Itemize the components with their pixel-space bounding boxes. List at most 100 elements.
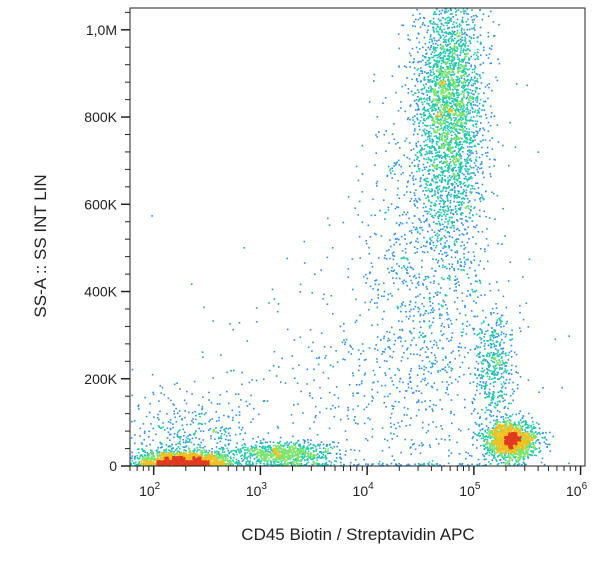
- event-dot: [453, 93, 455, 96]
- event-dot: [472, 97, 474, 99]
- event-dot: [500, 383, 503, 385]
- event-dot: [519, 311, 521, 314]
- event-dot: [161, 386, 164, 389]
- event-dot: [408, 304, 411, 306]
- event-dot: [434, 104, 436, 107]
- event-dot: [465, 33, 467, 36]
- event-dot: [431, 179, 433, 182]
- event-dot: [445, 58, 448, 60]
- event-dot: [496, 456, 499, 458]
- event-dot: [430, 362, 433, 365]
- event-dot: [422, 103, 424, 106]
- event-dot: [419, 293, 421, 296]
- event-dot: [435, 341, 438, 344]
- event-dot: [436, 360, 438, 363]
- event-dot: [196, 449, 199, 451]
- event-dot: [502, 144, 504, 147]
- event-dot: [177, 442, 179, 445]
- event-dot: [328, 427, 331, 430]
- event-dot: [436, 235, 439, 238]
- event-dot: [152, 393, 155, 396]
- event-dot: [474, 52, 476, 54]
- event-dot: [424, 351, 427, 353]
- event-dot: [299, 444, 302, 447]
- event-dot: [461, 108, 464, 111]
- event-dot: [501, 391, 503, 393]
- event-dot: [429, 405, 431, 408]
- event-dot: [432, 311, 434, 313]
- event-dot: [193, 380, 196, 383]
- event-dot: [433, 104, 435, 106]
- event-dot: [442, 61, 445, 64]
- event-dot: [218, 419, 220, 422]
- event-dot: [405, 257, 407, 260]
- event-dot: [441, 368, 443, 371]
- event-dot: [478, 464, 480, 467]
- event-dot: [468, 177, 470, 179]
- event-dot: [418, 367, 421, 370]
- event-dot: [460, 47, 462, 49]
- event-dot: [300, 390, 302, 393]
- event-dot: [497, 371, 500, 374]
- event-dot: [542, 437, 544, 439]
- event-dot: [439, 109, 441, 112]
- event-dot: [407, 88, 410, 90]
- event-dot: [444, 156, 446, 159]
- event-dot: [450, 9, 452, 12]
- event-dot: [203, 413, 206, 416]
- event-dot: [425, 158, 428, 161]
- event-dot: [442, 50, 445, 52]
- event-dot: [506, 369, 509, 372]
- event-dot: [502, 332, 505, 335]
- event-dot: [440, 127, 443, 130]
- event-dot: [321, 463, 324, 465]
- event-dot: [420, 334, 422, 336]
- event-dot: [401, 24, 403, 27]
- event-dot: [456, 54, 459, 56]
- event-dot: [270, 449, 272, 451]
- event-dot: [403, 352, 405, 354]
- event-dot: [445, 225, 448, 228]
- event-dot: [373, 381, 375, 384]
- event-dot: [452, 224, 454, 227]
- event-dot: [434, 60, 436, 62]
- event-dot: [447, 187, 450, 189]
- event-dot: [152, 427, 154, 430]
- event-dot: [439, 37, 442, 39]
- event-dot: [404, 438, 406, 441]
- event-dot: [464, 175, 467, 178]
- event-dot: [439, 67, 442, 70]
- event-dot: [460, 116, 463, 119]
- event-dot: [448, 449, 450, 452]
- event-dot: [420, 97, 422, 99]
- event-dot: [453, 194, 455, 197]
- event-dot: [429, 169, 431, 171]
- event-dot: [409, 376, 412, 378]
- event-dot: [469, 80, 472, 82]
- event-dot: [290, 414, 293, 416]
- event-dot: [435, 142, 438, 145]
- event-dot: [428, 211, 430, 213]
- event-dot: [531, 428, 533, 430]
- event-dot: [218, 437, 220, 440]
- event-dot: [490, 378, 493, 380]
- event-dot: [462, 59, 464, 61]
- event-dot: [431, 363, 434, 366]
- event-dot: [199, 446, 201, 448]
- event-dot: [469, 109, 472, 112]
- event-dot: [479, 87, 481, 90]
- event-dot: [468, 28, 471, 31]
- event-dot: [271, 450, 274, 453]
- event-dot: [426, 210, 428, 213]
- event-dot: [436, 40, 438, 42]
- event-dot: [416, 118, 419, 121]
- event-dot: [430, 352, 433, 354]
- event-dot: [417, 156, 419, 159]
- event-dot: [431, 51, 434, 53]
- event-dot: [459, 218, 462, 220]
- event-dot: [300, 464, 303, 467]
- event-dot: [234, 450, 236, 452]
- event-dot: [169, 445, 171, 448]
- event-dot: [451, 175, 453, 178]
- event-dot: [192, 421, 194, 424]
